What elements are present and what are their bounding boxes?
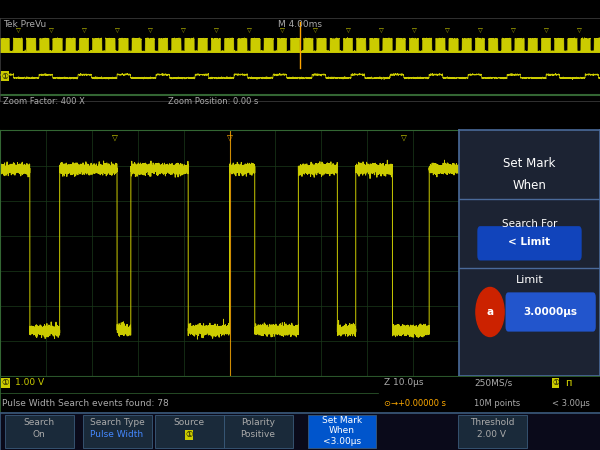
FancyBboxPatch shape [223, 415, 293, 449]
Text: ▽: ▽ [214, 28, 218, 33]
Text: ▽: ▽ [346, 28, 350, 33]
Text: Pulse Width Search events found: 78: Pulse Width Search events found: 78 [2, 399, 169, 408]
Text: Z 10.0μs: Z 10.0μs [384, 378, 424, 387]
Text: ▽: ▽ [478, 28, 482, 33]
Text: Search: Search [23, 418, 55, 427]
Text: ▽: ▽ [115, 28, 119, 33]
FancyBboxPatch shape [506, 292, 596, 332]
Text: ▽: ▽ [577, 28, 581, 33]
Text: Source: Source [173, 418, 205, 427]
Text: ①: ① [2, 72, 8, 81]
Text: ▽: ▽ [412, 28, 416, 33]
FancyBboxPatch shape [478, 226, 581, 261]
Text: <3.00μs: <3.00μs [323, 437, 361, 446]
Text: < Limit: < Limit [508, 237, 551, 247]
Text: ⊙→+0.00000 s: ⊙→+0.00000 s [384, 399, 446, 408]
Text: 2.00 V: 2.00 V [478, 430, 506, 439]
Text: < 3.00μs: < 3.00μs [552, 399, 590, 408]
Text: When: When [512, 179, 547, 192]
Text: 10M points: 10M points [474, 399, 520, 408]
FancyBboxPatch shape [83, 415, 151, 449]
Text: Threshold: Threshold [470, 418, 514, 427]
FancyBboxPatch shape [308, 415, 377, 449]
Circle shape [476, 288, 504, 337]
Text: Positive: Positive [241, 430, 275, 439]
Text: ▽: ▽ [49, 28, 53, 33]
Text: Zoom Position: 0.00 s: Zoom Position: 0.00 s [168, 97, 259, 106]
Text: ▽: ▽ [82, 28, 86, 33]
Text: ▽: ▽ [148, 28, 152, 33]
Text: Limit: Limit [515, 275, 544, 285]
Text: ▽: ▽ [445, 28, 449, 33]
Text: 3.0000μs: 3.0000μs [524, 307, 578, 317]
Text: Polarity: Polarity [241, 418, 275, 427]
Text: 250MS/s: 250MS/s [474, 378, 512, 387]
Text: ▽: ▽ [112, 133, 118, 142]
Text: ▽: ▽ [313, 28, 317, 33]
Text: ▽: ▽ [401, 133, 407, 142]
Text: Set Mark: Set Mark [503, 157, 556, 170]
Text: When: When [329, 426, 355, 435]
Text: Zoom Factor: 400 X: Zoom Factor: 400 X [3, 97, 85, 106]
Text: Tek PreVu: Tek PreVu [3, 21, 46, 30]
Text: ①: ① [185, 430, 193, 439]
Text: Search Type: Search Type [89, 418, 145, 427]
Text: ①: ① [2, 378, 10, 387]
Text: ▽: ▽ [280, 28, 284, 33]
Text: M 4.00ms: M 4.00ms [278, 21, 322, 30]
FancyBboxPatch shape [5, 415, 74, 449]
Text: ▽: ▽ [511, 28, 515, 33]
Text: ▽: ▽ [247, 28, 251, 33]
Text: On: On [32, 430, 46, 439]
Text: ◄: ◄ [475, 284, 482, 292]
Text: ①: ① [552, 378, 559, 387]
FancyBboxPatch shape [155, 415, 223, 449]
Text: ᴨ: ᴨ [565, 378, 572, 388]
Text: ▽: ▽ [16, 28, 20, 33]
Text: ▽: ▽ [544, 28, 548, 33]
FancyBboxPatch shape [458, 415, 527, 449]
Text: Search For: Search For [502, 219, 557, 229]
Text: ▽: ▽ [227, 133, 232, 142]
Text: a: a [487, 307, 494, 317]
Text: 1.00 V: 1.00 V [15, 378, 44, 387]
Text: Set Mark: Set Mark [322, 416, 362, 425]
Text: ▽: ▽ [181, 28, 185, 33]
Text: Pulse Width: Pulse Width [91, 430, 143, 439]
Text: ▽: ▽ [379, 28, 383, 33]
